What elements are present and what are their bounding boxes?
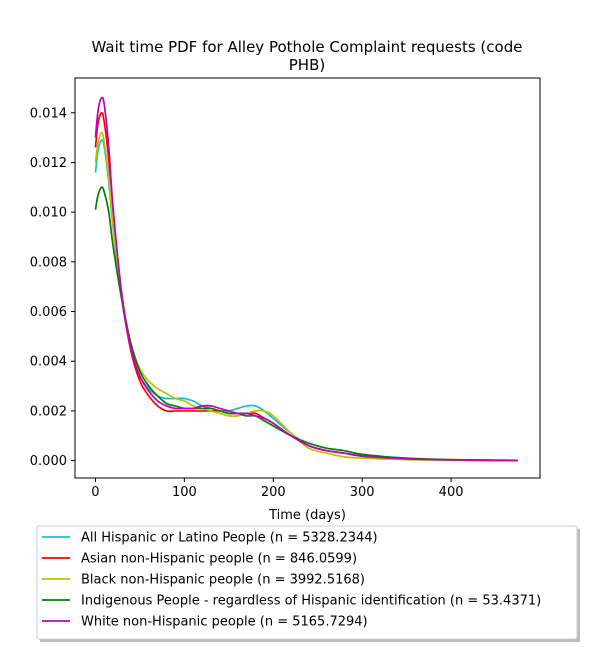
x-tick-label: 300 — [350, 485, 375, 500]
series-line-1 — [94, 111, 518, 462]
x-axis: 0 100 200 300 400 — [91, 478, 464, 500]
y-tick-label: 0.012 — [30, 156, 67, 171]
y-tick-label: 0.002 — [30, 404, 67, 419]
x-tick-label: 0 — [91, 485, 99, 500]
series-line-3 — [94, 186, 518, 462]
x-tick-label: 200 — [261, 485, 286, 500]
x-tick-label: 400 — [439, 485, 464, 500]
series-line-2 — [94, 131, 518, 462]
x-axis-label: Time (days) — [268, 508, 346, 523]
plot-area — [74, 77, 541, 479]
chart-title-line: Wait time PDF for Alley Pothole Complain… — [92, 38, 523, 56]
y-tick-label: 0.008 — [30, 255, 67, 270]
legend-label: White non-Hispanic people (n = 5165.7294… — [81, 615, 368, 630]
series-line-0 — [94, 139, 518, 462]
legend-box — [36, 525, 578, 640]
legend-label: Asian non-Hispanic people (n = 846.0599) — [81, 552, 357, 567]
legend-label: All Hispanic or Latino People (n = 5328.… — [81, 531, 378, 546]
y-tick-label: 0.010 — [30, 206, 67, 221]
chart-title: Wait time PDF for Alley Pothole Complain… — [92, 38, 523, 74]
y-tick-label: 0.000 — [30, 454, 67, 469]
legend-label: Black non-Hispanic people (n = 3992.5168… — [81, 573, 365, 588]
legend: All Hispanic or Latino People (n = 5328.… — [36, 525, 580, 642]
y-axis: 0.000 0.002 0.004 0.006 0.008 0.010 0.012 0.014 — [30, 106, 75, 469]
x-tick-label: 100 — [172, 485, 197, 500]
chart-title-line: PHB) — [289, 56, 325, 74]
y-tick-label: 0.006 — [30, 305, 67, 320]
y-tick-label: 0.004 — [30, 355, 67, 370]
y-tick-label: 0.014 — [30, 106, 67, 121]
plot-frame — [74, 77, 541, 479]
series-line-4 — [94, 96, 518, 462]
legend-label: Indigenous People - regardless of Hispan… — [81, 594, 541, 609]
